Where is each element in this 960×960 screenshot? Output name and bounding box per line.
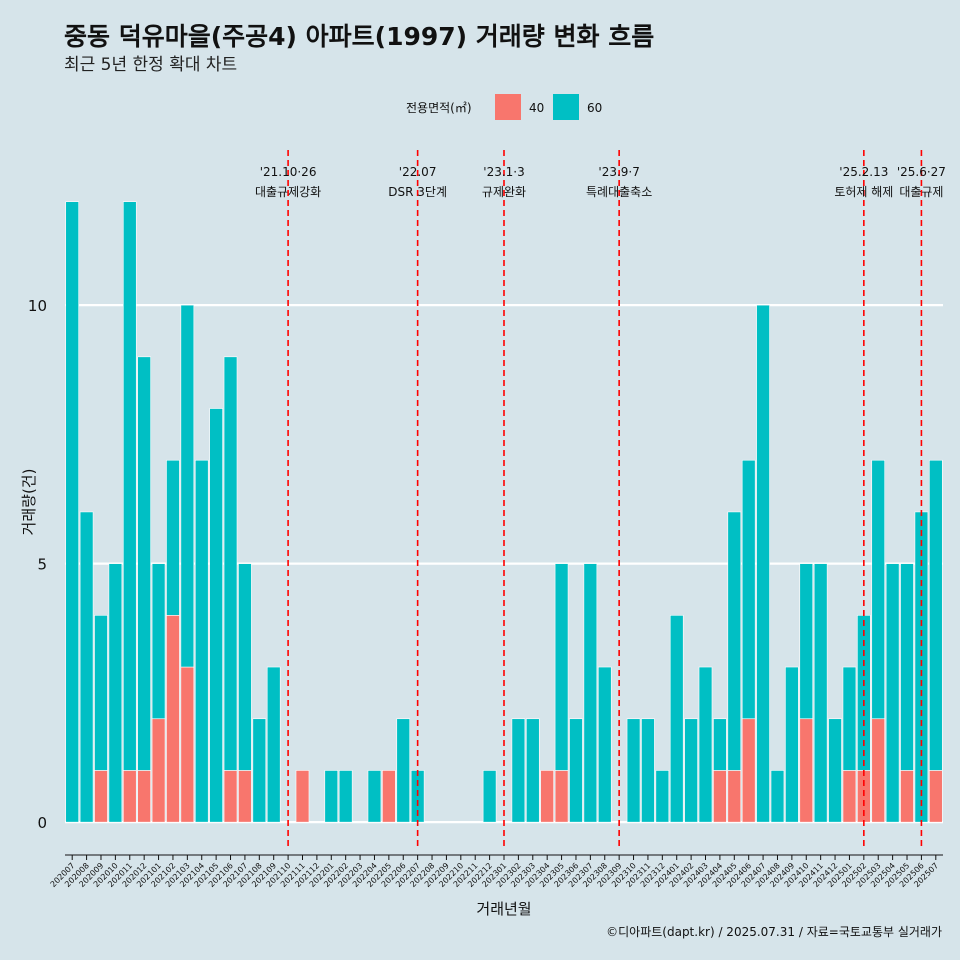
bar-40-202304 — [540, 770, 554, 823]
bar-60-202106 — [223, 356, 238, 771]
bar-60-202307 — [583, 563, 598, 823]
bar-60-202008 — [79, 511, 94, 823]
bar-60-202010 — [108, 563, 123, 823]
bar-60-202201 — [324, 770, 339, 823]
bar-60-202408 — [770, 770, 785, 823]
y-tick-label: 0 — [37, 814, 47, 832]
bar-60-202410 — [799, 563, 814, 720]
bar-60-202012 — [137, 356, 151, 771]
bar-60-202104 — [194, 459, 209, 823]
bar-60-202310 — [626, 718, 641, 823]
bar-60-202412 — [828, 718, 842, 823]
event-date-202506: '25.6·27 — [897, 165, 946, 179]
bar-60-202204 — [367, 770, 382, 823]
bar-40-202101 — [151, 718, 166, 823]
chart-subtitle: 최근 5년 한정 확대 차트 — [64, 55, 237, 75]
bar-60-202101 — [151, 563, 166, 720]
bar-60-202206 — [396, 718, 411, 823]
bar-60-202102 — [166, 459, 180, 616]
event-label-202301: 규제완화 — [482, 185, 526, 199]
event-label-202309: 특례대출축소 — [586, 185, 652, 199]
chart-caption: ©디아파트(dapt.kr) / 2025.07.31 / 자료=국토교통부 실… — [606, 925, 942, 939]
bar-60-202405 — [727, 511, 742, 771]
bar-60-202108 — [252, 718, 267, 823]
bar-40-202102 — [166, 615, 180, 823]
bar-60-202402 — [684, 718, 698, 823]
bar-60-202007 — [65, 201, 79, 823]
bar-60-202109 — [266, 666, 281, 823]
bar-40-202507 — [929, 770, 943, 823]
bar-40-202404 — [713, 770, 727, 823]
y-axis: 0 5 10 — [28, 297, 47, 832]
legend-label-60: 60 — [587, 101, 602, 115]
bar-60-202202 — [338, 770, 353, 823]
event-date-202502: '25.2.13 — [839, 165, 888, 179]
bar-40-202103 — [180, 666, 195, 823]
bar-40-202501 — [842, 770, 857, 823]
y-axis-label: 거래량(건) — [20, 469, 38, 536]
bar-40-202405 — [727, 770, 742, 823]
event-date-202207: '22.07 — [399, 165, 437, 179]
bar-60-202303 — [526, 718, 540, 823]
legend-swatch-40 — [495, 94, 521, 120]
event-label-202110: 대출규제강화 — [255, 185, 321, 199]
bar-60-202403 — [698, 666, 713, 823]
event-date-202309: '23.9·7 — [598, 165, 639, 179]
legend-swatch-60 — [553, 94, 579, 120]
bar-60-202306 — [569, 718, 583, 823]
event-markers: '21.10·26 대출규제강화 '22.07 DSR 3단계 '23.1·3 규제완화 '… — [255, 150, 946, 848]
x-axis-label: 거래년월 — [476, 900, 531, 918]
y-tick-label: 5 — [37, 556, 47, 574]
event-date-202301: '23.1·3 — [483, 165, 524, 179]
bar-40-202205 — [382, 770, 396, 823]
bar-60-202103 — [180, 304, 195, 668]
legend: 전용면적(㎡) 40 60 — [406, 94, 602, 120]
bar-60-202504 — [885, 563, 900, 823]
bar-40-202106 — [223, 770, 238, 823]
bar-40-202406 — [741, 718, 756, 823]
bar-60-202105 — [209, 408, 223, 823]
event-label-202506: 대출규제 — [899, 185, 943, 199]
bar-60-202308 — [597, 666, 612, 823]
bars — [65, 201, 943, 823]
bar-60-202505 — [900, 563, 914, 771]
bar-60-202107 — [238, 563, 252, 771]
bar-60-202406 — [741, 459, 756, 720]
bar-60-202212 — [482, 770, 497, 823]
bar-40-202503 — [871, 718, 886, 823]
bar-60-202311 — [641, 718, 655, 823]
bar-60-202409 — [785, 666, 799, 823]
y-tick-label: 10 — [28, 297, 47, 315]
event-date-202110: '21.10·26 — [260, 165, 317, 179]
bar-60-202407 — [756, 304, 770, 823]
chart-title: 중동 덕유마을(주공4) 아파트(1997) 거래량 변화 흐름 — [64, 22, 654, 51]
bar-40-202107 — [238, 770, 252, 823]
bar-60-202009 — [94, 615, 108, 771]
bar-40-202111 — [295, 770, 310, 823]
event-label-202207: DSR 3단계 — [388, 185, 447, 199]
legend-title: 전용면적(㎡) — [406, 101, 472, 115]
bar-60-202411 — [813, 563, 828, 823]
bar-40-202012 — [137, 770, 151, 823]
bar-60-202011 — [122, 201, 137, 771]
bar-60-202312 — [655, 770, 670, 823]
bar-40-202305 — [554, 770, 569, 823]
bar-60-202503 — [871, 459, 886, 720]
event-label-202502: 토허제 해제 — [834, 185, 893, 199]
bar-40-202410 — [799, 718, 814, 823]
bar-60-202507 — [929, 459, 943, 771]
bar-40-202011 — [122, 770, 137, 823]
bar-60-202305 — [554, 563, 569, 771]
bar-60-202501 — [842, 666, 857, 771]
bar-60-202401 — [669, 615, 684, 823]
bar-40-202009 — [94, 770, 108, 823]
bar-40-202505 — [900, 770, 914, 823]
legend-label-40: 40 — [529, 101, 544, 115]
bar-60-202302 — [511, 718, 526, 823]
bar-60-202404 — [713, 718, 727, 771]
